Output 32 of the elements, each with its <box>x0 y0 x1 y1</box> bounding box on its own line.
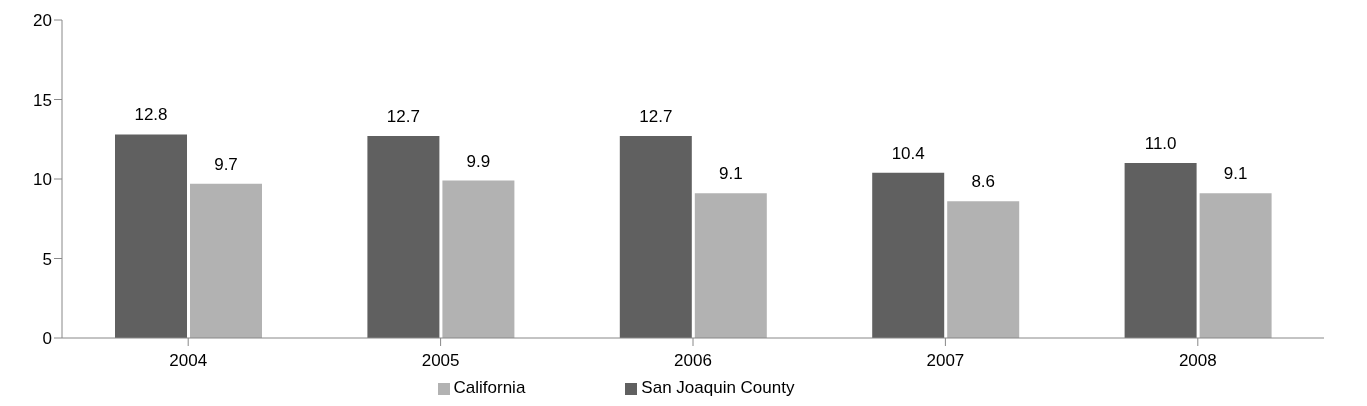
data-label: 12.7 <box>386 107 420 127</box>
y-tick-label: 20 <box>33 11 52 31</box>
x-tick-label: 2005 <box>421 351 460 371</box>
data-label: 9.1 <box>1223 164 1248 184</box>
legend-label: San Joaquin County <box>641 378 795 397</box>
data-label: 12.7 <box>639 107 673 127</box>
bar <box>1124 163 1197 338</box>
data-label: 8.6 <box>971 172 996 192</box>
x-tick-label: 2004 <box>169 351 208 371</box>
bar <box>947 201 1020 338</box>
bar <box>367 136 440 338</box>
data-label: 12.8 <box>134 105 168 125</box>
bar <box>442 180 515 338</box>
legend-label: California <box>453 378 526 397</box>
bar <box>115 134 187 338</box>
x-tick-label: 2007 <box>926 351 965 371</box>
data-label: 9.1 <box>718 164 743 184</box>
data-label: 9.9 <box>466 151 491 171</box>
y-tick-label: 5 <box>42 249 52 269</box>
bar <box>619 136 692 338</box>
y-tick-label: 15 <box>33 90 52 110</box>
data-label: 10.4 <box>891 143 925 163</box>
bar <box>1199 193 1272 338</box>
y-tick-label: 10 <box>33 170 52 190</box>
bar <box>190 183 262 338</box>
x-tick-label: 2008 <box>1178 351 1217 371</box>
data-label: 11.0 <box>1144 134 1177 154</box>
x-tick-label: 2006 <box>674 351 712 371</box>
bar <box>694 193 767 338</box>
data-label: 9.7 <box>214 154 238 174</box>
y-tick-label: 0 <box>42 329 52 349</box>
bar <box>872 172 945 338</box>
